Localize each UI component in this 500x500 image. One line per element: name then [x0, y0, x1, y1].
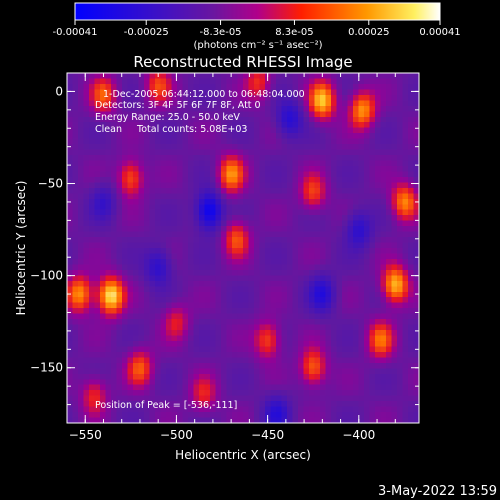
y-tick-label: 0 — [55, 84, 63, 98]
plot-frame — [66, 72, 420, 424]
x-tick-label: −550 — [69, 428, 102, 442]
annotation-clean-counts: Clean Total counts: 5.08E+03 — [95, 124, 247, 135]
colorbar-tick-label: 0.00025 — [348, 27, 389, 38]
annotation-energy-range: Energy Range: 25.0 - 50.0 keV — [95, 112, 240, 123]
x-axis-ticks: −550 −500 −450 −400 — [69, 73, 396, 442]
plot-area: −550 −500 −450 −400 0 −50 −100 −150 1-Dec-2005… — [30, 72, 420, 442]
x-tick-label: −450 — [251, 428, 284, 442]
colorbar-tick-label: -0.00041 — [53, 27, 98, 38]
x-tick-label: −400 — [342, 428, 375, 442]
annotation-detectors: Detectors: 3F 4F 5F 6F 7F 8F, Att 0 — [95, 100, 261, 111]
colorbar-gradient — [74, 2, 441, 21]
colorbar-units: (photons cm⁻² s⁻¹ asec⁻²) — [193, 40, 322, 51]
footer-timestamp: 3-May-2022 13:59 — [378, 484, 497, 499]
y-axis-label: Heliocentric Y (arcsec) — [14, 181, 28, 316]
y-axis-ticks: 0 −50 −100 −150 — [30, 72, 419, 424]
colorbar-tick-label: -8.3e-05 — [200, 27, 242, 38]
peak-position-label: Position of Peak = [-536,-111] — [95, 400, 237, 411]
y-tick-label: −50 — [38, 177, 63, 191]
colorbar-ticks: -0.00041 -0.00025 -8.3e-05 8.3e-05 0.00025 0.… — [53, 20, 461, 38]
colorbar-tick-label: 0.00041 — [419, 27, 460, 38]
annotation-block: 1-Dec-2005 06:44:12.000 to 06:48:04.000 … — [95, 89, 305, 135]
chart-title: Reconstructed RHESSI Image — [133, 53, 352, 71]
heatmap-image — [67, 73, 419, 423]
x-axis-label: Heliocentric X (arcsec) — [175, 448, 311, 462]
colorbar-tick-label: 8.3e-05 — [275, 27, 313, 38]
y-tick-label: −100 — [30, 269, 63, 283]
annotation-time-range: 1-Dec-2005 06:44:12.000 to 06:48:04.000 — [103, 89, 305, 100]
x-tick-label: −500 — [160, 428, 193, 442]
y-tick-label: −150 — [30, 361, 63, 375]
colorbar: -0.00041 -0.00025 -8.3e-05 8.3e-05 0.00025 0.… — [53, 2, 461, 51]
colorbar-tick-label: -0.00025 — [124, 27, 169, 38]
